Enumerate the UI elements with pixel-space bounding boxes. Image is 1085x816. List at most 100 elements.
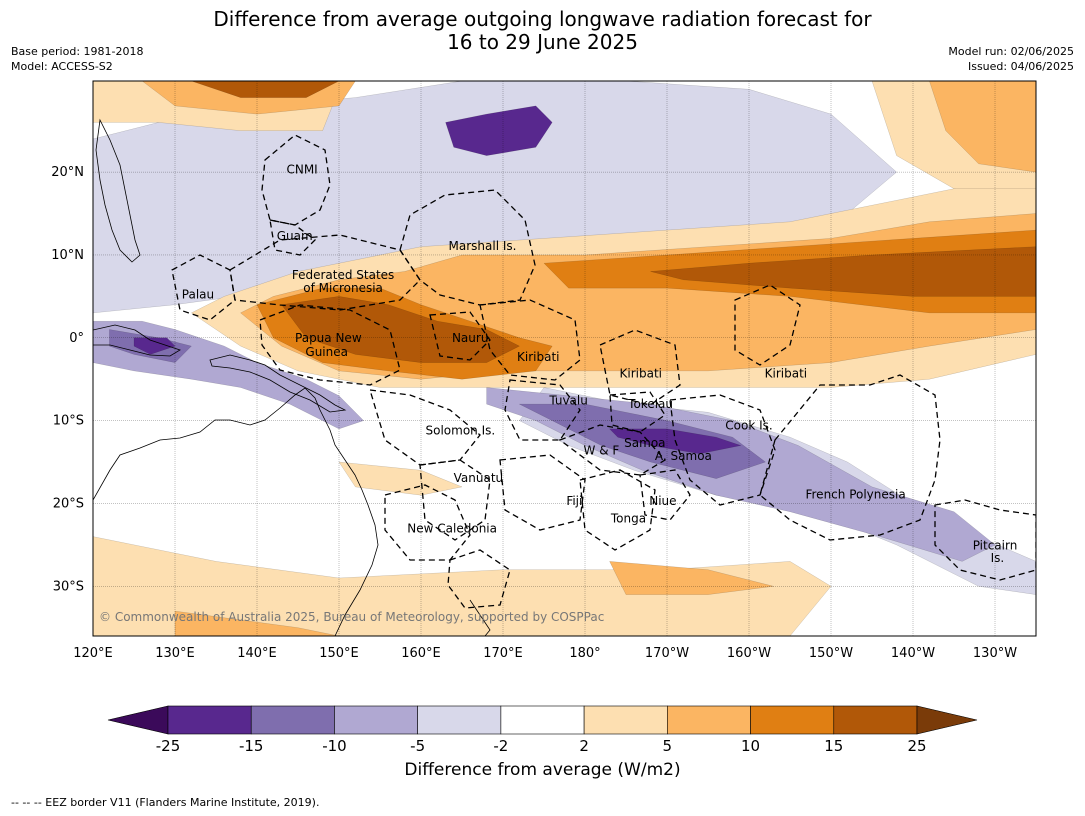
- eez-pitcairn: [934, 499, 1036, 581]
- issued-date: Issued: 04/06/2025: [967, 60, 1074, 73]
- colorbar-tick-4: -2: [493, 737, 508, 755]
- meta-right: Model run: 02/06/2025 Issued: 04/06/2025: [948, 44, 1074, 74]
- region-label-12: Tuvalu: [548, 394, 588, 408]
- meta-left: Base period: 1981-2018 Model: ACCESS-S2: [11, 44, 143, 74]
- lon-tick-5: 170°E: [483, 646, 523, 661]
- anomaly-region-21: [191, 81, 340, 98]
- colorbar-high-extend: [916, 705, 978, 735]
- region-label-10: Kiribati: [620, 366, 662, 380]
- colorbar-label: Difference from average (W/m2): [404, 760, 681, 780]
- copyright-notice: © Commonwealth of Australia 2025, Bureau…: [99, 610, 604, 624]
- region-label-6: Papua New: [295, 331, 362, 345]
- colorbar-swatch-1: [250, 705, 335, 735]
- colorbar-swatch-7: [750, 705, 835, 735]
- lon-tick-3: 150°E: [319, 646, 359, 661]
- lat-tick-4: 20°S: [53, 496, 84, 511]
- colorbar-swatch-4: [500, 705, 585, 735]
- eez-niue: [639, 469, 691, 521]
- region-label-9: Kiribati: [517, 350, 559, 364]
- region-label-1: Guam: [277, 229, 313, 243]
- lon-tick-7: 170°W: [645, 646, 689, 661]
- eez-tonga: [579, 469, 656, 551]
- eez-marshall: [399, 189, 536, 306]
- region-label-14: Solomon Is.: [426, 424, 496, 438]
- new-zealand-coastline: [469, 599, 491, 636]
- eez-french-polynesia: [759, 374, 941, 541]
- colorbar-swatch-5: [583, 705, 668, 735]
- colorbar-swatch-0: [167, 705, 252, 735]
- lat-tick-5: 30°S: [53, 579, 84, 594]
- region-label-0: CNMI: [286, 163, 317, 177]
- chart-title: Difference from average outgoing longwav…: [0, 8, 1085, 54]
- colorbar-swatch-8: [833, 705, 918, 735]
- lon-tick-6: 180°: [569, 646, 600, 661]
- region-label-17: W & F: [584, 443, 620, 457]
- lon-tick-8: 160°W: [727, 646, 771, 661]
- lat-tick-1: 10°N: [51, 248, 84, 263]
- colorbar-tick-6: 5: [663, 737, 673, 755]
- region-label-4: of Micronesia: [303, 281, 383, 295]
- lon-tick-4: 160°E: [401, 646, 441, 661]
- title-line-1: Difference from average outgoing longwav…: [213, 7, 872, 31]
- colorbar-tick-7: 10: [741, 737, 760, 755]
- eez-png: [259, 304, 401, 386]
- colorbar: -25 -15 -10 -5 -2 2 5 10 15 25: [107, 705, 978, 755]
- eez-fsm: [229, 234, 421, 311]
- region-label-19: Vanuatu: [454, 471, 504, 485]
- region-label-23: Tonga: [610, 511, 646, 525]
- lon-tick-1: 130°E: [155, 646, 195, 661]
- anomaly-region-25: [338, 461, 463, 496]
- colorbar-tick-0: -25: [156, 737, 181, 755]
- model-run: Model run: 02/06/2025: [948, 45, 1074, 58]
- colorbar-tick-8: 15: [824, 737, 843, 755]
- lon-tick-11: 130°W: [973, 646, 1017, 661]
- eez-footnote: -- -- -- EEZ border V11 (Flanders Marine…: [11, 796, 320, 809]
- region-label-2: Marshall Is.: [449, 239, 517, 253]
- colorbar-swatch-2: [334, 705, 418, 735]
- region-label-11: Kiribati: [765, 366, 807, 380]
- lon-tick-10: 140°W: [891, 646, 935, 661]
- lat-tick-0: 20°N: [51, 165, 84, 180]
- eez-kiribati-east: [734, 284, 801, 366]
- eez-cook: [669, 394, 776, 506]
- graticule: [93, 81, 1036, 636]
- colorbar-tick-1: -15: [239, 737, 264, 755]
- lon-tick-9: 150°W: [809, 646, 853, 661]
- new-guinea-coastline: [209, 354, 347, 413]
- region-label-15: Cook Is.: [725, 419, 772, 433]
- colorbar-swatch-3: [417, 705, 502, 735]
- lon-tick-0: 120°E: [73, 646, 113, 661]
- colorbar-tick-9: 25: [907, 737, 926, 755]
- eez-tokelau: [609, 391, 666, 433]
- title-line-2: 16 to 29 June 2025: [447, 30, 638, 54]
- australia-coastline: [93, 387, 379, 636]
- colorbar-tick-3: -5: [410, 737, 425, 755]
- base-period: Base period: 1981-2018: [11, 45, 144, 58]
- region-label-3: Federated States: [292, 268, 394, 282]
- lon-tick-2: 140°E: [237, 646, 277, 661]
- model-name: Model: ACCESS-S2: [11, 60, 113, 73]
- map-frame: [92, 80, 1037, 637]
- eez-fiji: [499, 454, 586, 531]
- region-label-21: Fiji: [566, 494, 582, 508]
- eez-nauru: [429, 311, 491, 361]
- region-label-26: Is.: [991, 551, 1005, 565]
- region-label-16: Samoa: [624, 436, 665, 450]
- lat-tick-3: 10°S: [53, 414, 84, 429]
- eez-samoa: [558, 424, 667, 476]
- eez-tuvalu: [504, 379, 581, 441]
- colorbar-tick-2: -10: [322, 737, 347, 755]
- anomaly-region-24: [609, 561, 774, 595]
- region-label-24: New Caledonia: [407, 521, 497, 535]
- region-label-8: Nauru: [452, 331, 488, 345]
- eez-kiribati-central: [599, 329, 681, 406]
- region-label-13: Tokelau: [627, 397, 673, 411]
- anomaly-region-18: [929, 81, 1036, 173]
- region-label-18: A. Samoa: [655, 449, 712, 463]
- anomaly-region-16: [650, 246, 1036, 297]
- anomaly-region-15: [281, 296, 520, 363]
- coastline-layer: [93, 118, 491, 636]
- colorbar-tick-5: 2: [579, 737, 589, 755]
